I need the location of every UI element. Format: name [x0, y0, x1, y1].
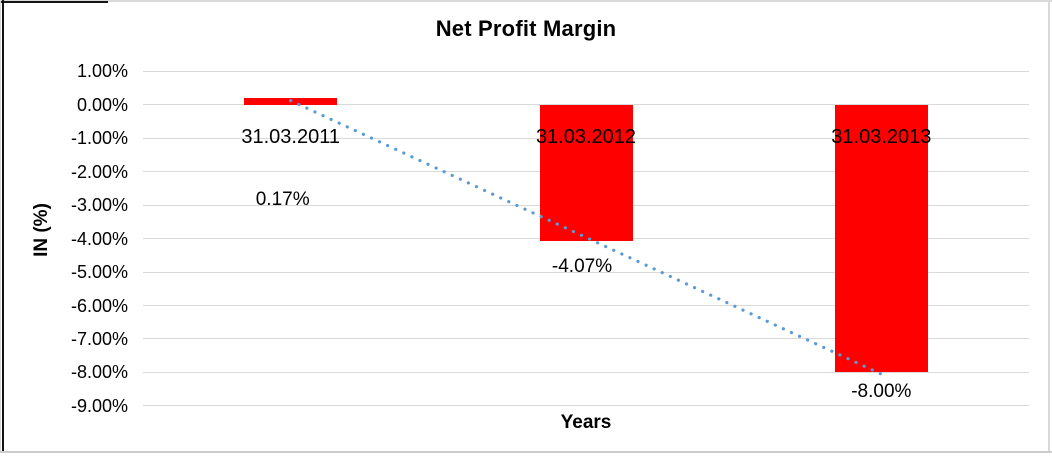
frame-left-gray-edge [0, 0, 1, 453]
y-tick-label: -8.00% [70, 362, 128, 383]
y-tick-label: -7.00% [70, 328, 128, 349]
data-label: -8.00% [851, 381, 912, 402]
data-label: -4.07% [551, 256, 613, 277]
gridline [143, 405, 1029, 407]
data-label: 0.17% [255, 189, 310, 210]
frame-top-left-segment [0, 1, 108, 3]
chart-title: Net Profit Margin [435, 16, 617, 41]
y-tick-label: -3.00% [70, 195, 128, 216]
x-category-label: 31.03.2012 [535, 126, 637, 148]
y-tick-label: -9.00% [70, 395, 128, 416]
bar-31.03.2012[interactable] [539, 104, 633, 241]
linear-trendline[interactable] [289, 99, 883, 376]
gridline [143, 305, 1029, 307]
y-tick-label: -1.00% [70, 128, 128, 149]
y-tick-label: 0.00% [76, 94, 128, 115]
x-axis-title: Years [560, 412, 612, 433]
gridline [143, 338, 1029, 340]
gridline [143, 70, 1029, 72]
frame-top-edge [0, 0, 1052, 2]
y-tick-label: -4.00% [70, 228, 128, 249]
x-category-label: 31.03.2013 [831, 126, 932, 148]
y-tick-label: -5.00% [70, 262, 128, 283]
gridline [143, 271, 1029, 273]
y-tick-label: 1.00% [76, 61, 128, 82]
frame-left-edge [2, 0, 4, 452]
bar-31.03.2013[interactable] [834, 104, 928, 373]
frame-bottom-edge [0, 451, 1052, 453]
gridline [143, 371, 1029, 373]
y-tick-label: -6.00% [70, 295, 128, 316]
x-category-label: 31.03.2011 [241, 126, 340, 148]
frame-right-edge [1048, 0, 1050, 453]
y-tick-label: -2.00% [70, 161, 128, 182]
